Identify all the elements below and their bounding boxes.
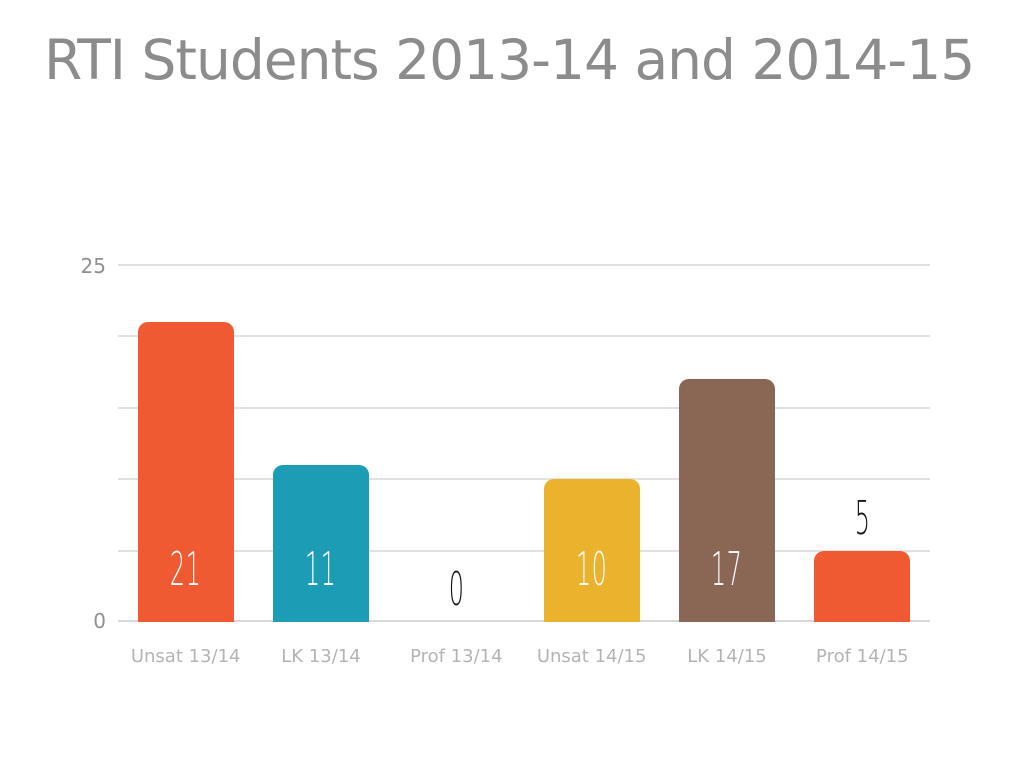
plot-area: 25 0 21 Unsat 13/14 11 LK 13/14 0 Prof 13/14 1…: [81, 256, 930, 667]
x-axis-category-label-prof-13-14: Prof 13/14: [410, 646, 503, 667]
bar-lk-14-15: [678, 379, 775, 622]
bar-unsat-13-14: [137, 322, 234, 622]
bar-slot-unsat-13-14: 21 Unsat 13/14: [118, 265, 253, 667]
gridline-5: [118, 549, 930, 552]
gridline-15: [118, 406, 930, 409]
bar-slot-unsat-14-15: 10 Unsat 14/15: [524, 265, 659, 667]
bar-value-label-unsat-14-15: 10: [575, 542, 608, 596]
bar-series: 21 Unsat 13/14 11 LK 13/14 0 Prof 13/14 10 Unsa…: [118, 265, 930, 667]
bar-value-label-unsat-13-14: 21: [169, 542, 202, 596]
bar-slot-prof-14-15: 5 Prof 14/15: [795, 265, 930, 667]
gridline-20: [118, 335, 930, 338]
bar-value-label-prof-13-14: 0: [448, 562, 465, 616]
x-axis-category-label-lk-13-14: LK 13/14: [281, 646, 361, 667]
bar-value-label-prof-14-15: 5: [854, 491, 871, 545]
bar-slot-prof-13-14: 0 Prof 13/14: [389, 265, 524, 667]
bar-slot-lk-14-15: 17 LK 14/15: [659, 265, 794, 667]
y-axis-tick-label-zero: 0: [93, 609, 106, 633]
bar-slot-lk-13-14: 11 LK 13/14: [253, 265, 388, 667]
bar-value-label-lk-14-15: 17: [711, 542, 743, 596]
y-axis-tick-label-max: 25: [80, 254, 106, 278]
gridline-25: [118, 264, 930, 266]
bar-value-label-lk-13-14: 11: [305, 542, 337, 596]
x-axis-category-label-prof-14-15: Prof 14/15: [816, 646, 909, 667]
x-axis-category-label-unsat-13-14: Unsat 13/14: [130, 646, 241, 667]
bar-lk-13-14: [272, 465, 369, 622]
x-axis-category-label-unsat-14-15: Unsat 14/15: [536, 646, 647, 667]
bar-unsat-14-15: [543, 479, 640, 622]
x-axis-baseline: [118, 620, 930, 622]
bar-prof-14-15: [814, 551, 911, 622]
chart-title: RTI Students 2013-14 and 2014-15: [44, 28, 975, 92]
gridline-10: [118, 478, 930, 481]
x-axis-category-label-lk-14-15: LK 14/15: [687, 646, 767, 667]
